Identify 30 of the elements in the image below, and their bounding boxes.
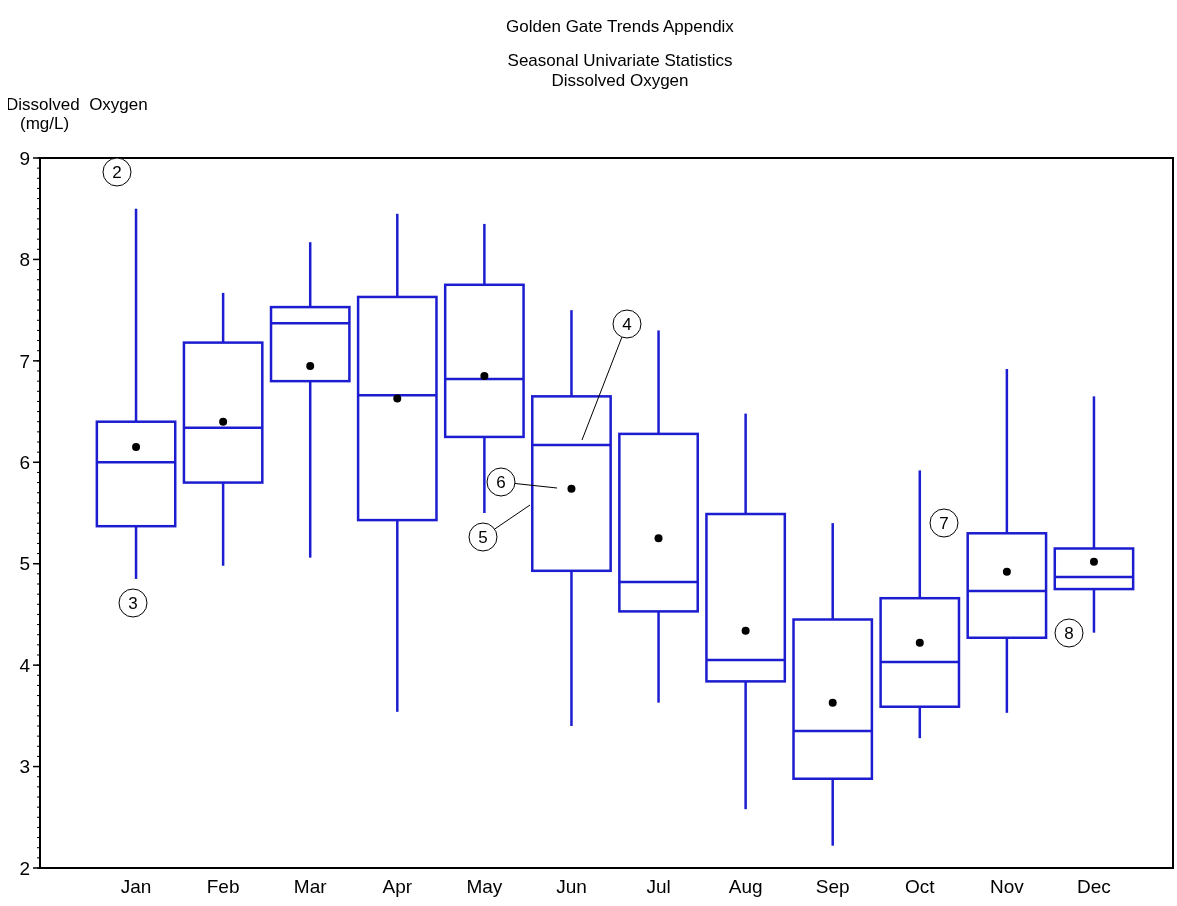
y-tick-label: 4 — [19, 654, 31, 676]
x-tick-label: Sep — [815, 876, 850, 897]
chart-subtitle: Seasonal Univariate Statistics Dissolved Oxygen — [507, 51, 733, 90]
y-tick-label: 7 — [19, 350, 30, 372]
y-tick-label: 2 — [19, 857, 30, 879]
x-tick-label: Aug — [728, 876, 763, 897]
y-axis-title: Dissolved Oxygen (mg/L) — [6, 95, 148, 133]
x-tick-label: May — [466, 876, 503, 897]
x-tick-label: Nov — [989, 876, 1025, 897]
annotation: 8 — [1064, 623, 1074, 643]
chart-title: Golden Gate Trends Appendix — [506, 17, 735, 36]
annotation: 4 — [622, 314, 632, 334]
x-tick-label: Apr — [382, 876, 413, 897]
x-tick-label: Jan — [120, 876, 152, 897]
y-tick-label: 8 — [19, 249, 30, 271]
x-tick-label: Jul — [646, 876, 671, 897]
annotation: 6 — [496, 472, 506, 492]
x-tick-label: Oct — [905, 876, 936, 897]
y-tick-label: 6 — [19, 451, 30, 473]
x-tick-label: Jun — [556, 876, 587, 897]
annotation: 3 — [128, 593, 138, 613]
y-tick-label: 5 — [19, 553, 30, 575]
annotation: 7 — [939, 513, 949, 533]
y-tick-label: 3 — [19, 756, 30, 778]
annotation: 2 — [112, 162, 122, 182]
y-tick-label: 9 — [19, 147, 30, 169]
x-tick-label: Mar — [293, 876, 328, 897]
annotation: 5 — [478, 527, 488, 547]
x-tick-label: Dec — [1077, 876, 1111, 897]
x-tick-label: Feb — [206, 876, 240, 897]
